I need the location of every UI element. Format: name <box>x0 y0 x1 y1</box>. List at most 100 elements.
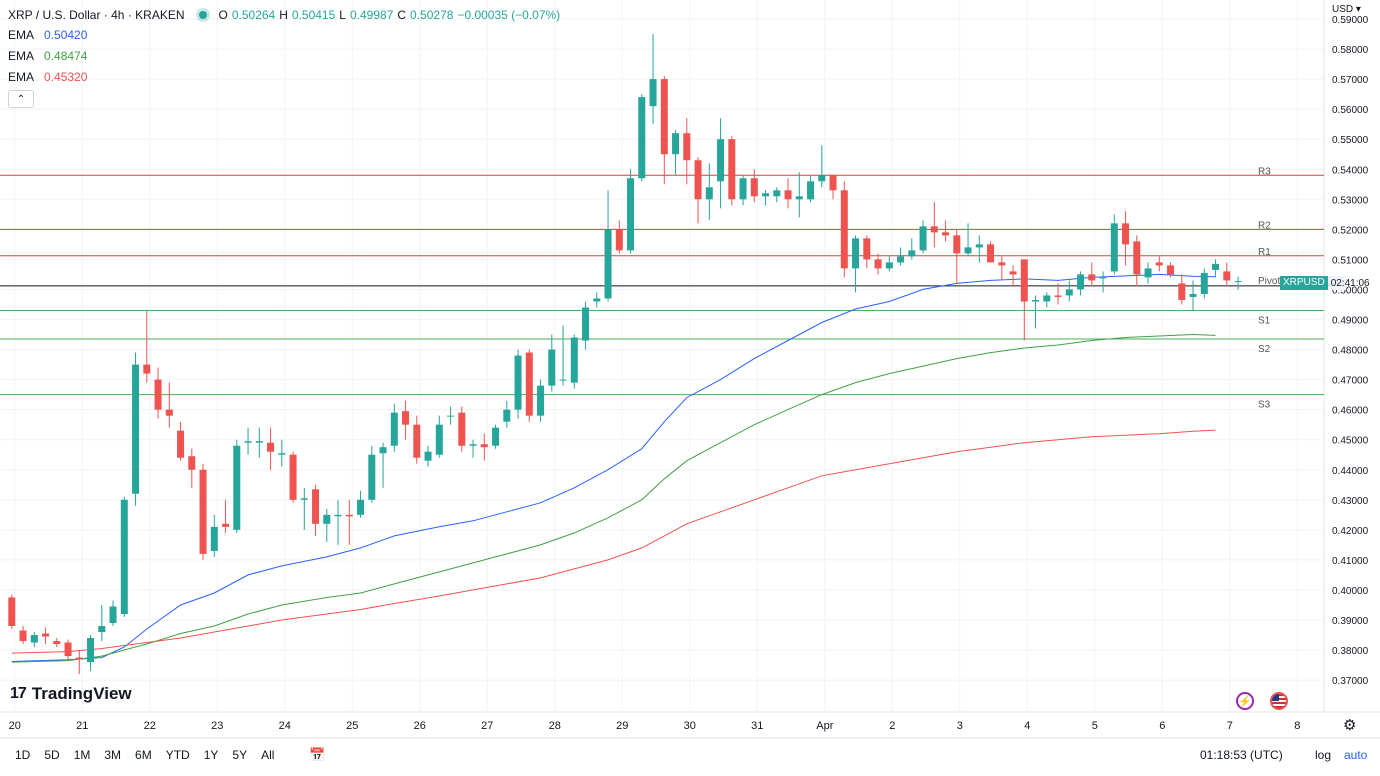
timeframe-6m[interactable]: 6M <box>135 748 152 762</box>
candle[interactable] <box>784 178 792 209</box>
candle[interactable] <box>660 76 668 185</box>
candle[interactable] <box>334 499 342 545</box>
candle[interactable] <box>199 463 207 560</box>
candle[interactable] <box>1065 280 1073 302</box>
candle[interactable] <box>964 223 972 257</box>
candle[interactable] <box>998 256 1006 281</box>
candle[interactable] <box>143 310 151 383</box>
candle[interactable] <box>1167 262 1175 278</box>
candle[interactable] <box>8 594 16 630</box>
candle[interactable] <box>627 169 635 254</box>
candle[interactable] <box>312 484 320 536</box>
candle[interactable] <box>1009 265 1017 287</box>
candle[interactable] <box>165 382 173 428</box>
candle[interactable] <box>593 292 601 308</box>
candle[interactable] <box>829 175 837 200</box>
candle[interactable] <box>109 600 117 627</box>
candle[interactable] <box>469 439 477 458</box>
candle[interactable] <box>424 445 432 467</box>
timeframe-3m[interactable]: 3M <box>104 748 122 762</box>
symbol-title[interactable]: XRP / U.S. Dollar · 4h · KRAKEN <box>8 8 185 22</box>
candle[interactable] <box>75 650 83 675</box>
candle[interactable] <box>1122 211 1130 266</box>
candle[interactable] <box>1144 262 1152 284</box>
candle[interactable] <box>1155 256 1163 272</box>
candle[interactable] <box>379 442 387 488</box>
calendar-range-icon[interactable]: 📅 <box>309 747 326 762</box>
candle[interactable] <box>942 220 950 242</box>
currency-selector[interactable]: USD ▾ <box>1332 4 1361 15</box>
candle[interactable] <box>638 94 646 182</box>
candle[interactable] <box>233 439 241 533</box>
candle[interactable] <box>357 490 365 518</box>
candle[interactable] <box>390 403 398 452</box>
candle[interactable] <box>1223 262 1231 287</box>
candle[interactable] <box>582 301 590 350</box>
candle[interactable] <box>323 508 331 542</box>
candle[interactable] <box>548 334 556 392</box>
candle[interactable] <box>480 433 488 461</box>
candle[interactable] <box>435 415 443 458</box>
candle[interactable] <box>525 349 533 422</box>
candle[interactable] <box>413 415 421 464</box>
candle[interactable] <box>874 253 882 275</box>
candle[interactable] <box>154 367 162 419</box>
collapse-legend-button[interactable]: ⌃ <box>8 90 34 108</box>
candle[interactable] <box>683 118 691 185</box>
candle[interactable] <box>514 349 522 419</box>
timeframe-1m[interactable]: 1M <box>73 748 91 762</box>
candle[interactable] <box>863 235 871 269</box>
candle[interactable] <box>1234 276 1242 290</box>
candle[interactable] <box>987 241 995 263</box>
candle[interactable] <box>458 406 466 452</box>
candle[interactable] <box>537 379 545 422</box>
us-flag-icon[interactable] <box>1270 692 1288 710</box>
timeframe-5y[interactable]: 5Y <box>232 748 248 762</box>
candle[interactable] <box>807 175 815 203</box>
candle[interactable] <box>132 352 140 506</box>
candle[interactable] <box>672 130 680 176</box>
candle[interactable] <box>570 334 578 389</box>
candle[interactable] <box>345 499 353 545</box>
candle[interactable] <box>1032 295 1040 329</box>
log-scale-button[interactable]: log <box>1315 748 1332 762</box>
timeframe-1d[interactable]: 1D <box>15 748 31 762</box>
candle[interactable] <box>1043 292 1051 308</box>
candle[interactable] <box>222 499 230 533</box>
timeframe-ytd[interactable]: YTD <box>165 748 190 762</box>
timeframe-all[interactable]: All <box>261 748 275 762</box>
candle[interactable] <box>649 34 657 125</box>
candle[interactable] <box>1088 262 1096 287</box>
candle[interactable] <box>840 181 848 278</box>
candle[interactable] <box>919 220 927 254</box>
gear-icon[interactable]: ⚙ <box>1343 717 1357 734</box>
candle[interactable] <box>717 118 725 209</box>
candle[interactable] <box>728 136 736 206</box>
candle[interactable] <box>559 325 567 386</box>
candle[interactable] <box>795 172 803 218</box>
candle[interactable] <box>739 175 747 206</box>
candle[interactable] <box>300 487 308 530</box>
candle[interactable] <box>1099 271 1107 293</box>
candle[interactable] <box>615 220 623 254</box>
candle[interactable] <box>1212 259 1220 278</box>
tradingview-logo[interactable]: 17 TradingView <box>10 684 132 704</box>
candle[interactable] <box>694 157 702 224</box>
candle[interactable] <box>930 202 938 248</box>
candle[interactable] <box>885 256 893 272</box>
candle[interactable] <box>19 626 27 645</box>
candle[interactable] <box>1189 280 1197 311</box>
candle[interactable] <box>402 400 410 440</box>
candle[interactable] <box>750 169 758 203</box>
indicator-ema-2[interactable]: EMA 0.48474 <box>8 45 560 66</box>
candle[interactable] <box>64 639 72 661</box>
candle[interactable] <box>852 235 860 293</box>
candle[interactable] <box>368 445 376 503</box>
candle[interactable] <box>87 635 95 672</box>
candle[interactable] <box>210 514 218 557</box>
price-chart[interactable]: R3 R2 R1 Pivot S1 S2 S3 0.37000 0.38000 0.39000 0… <box>0 0 1380 740</box>
candle[interactable] <box>1077 271 1085 296</box>
candle[interactable] <box>492 424 500 449</box>
candle[interactable] <box>255 427 263 458</box>
candle[interactable] <box>1110 214 1118 275</box>
